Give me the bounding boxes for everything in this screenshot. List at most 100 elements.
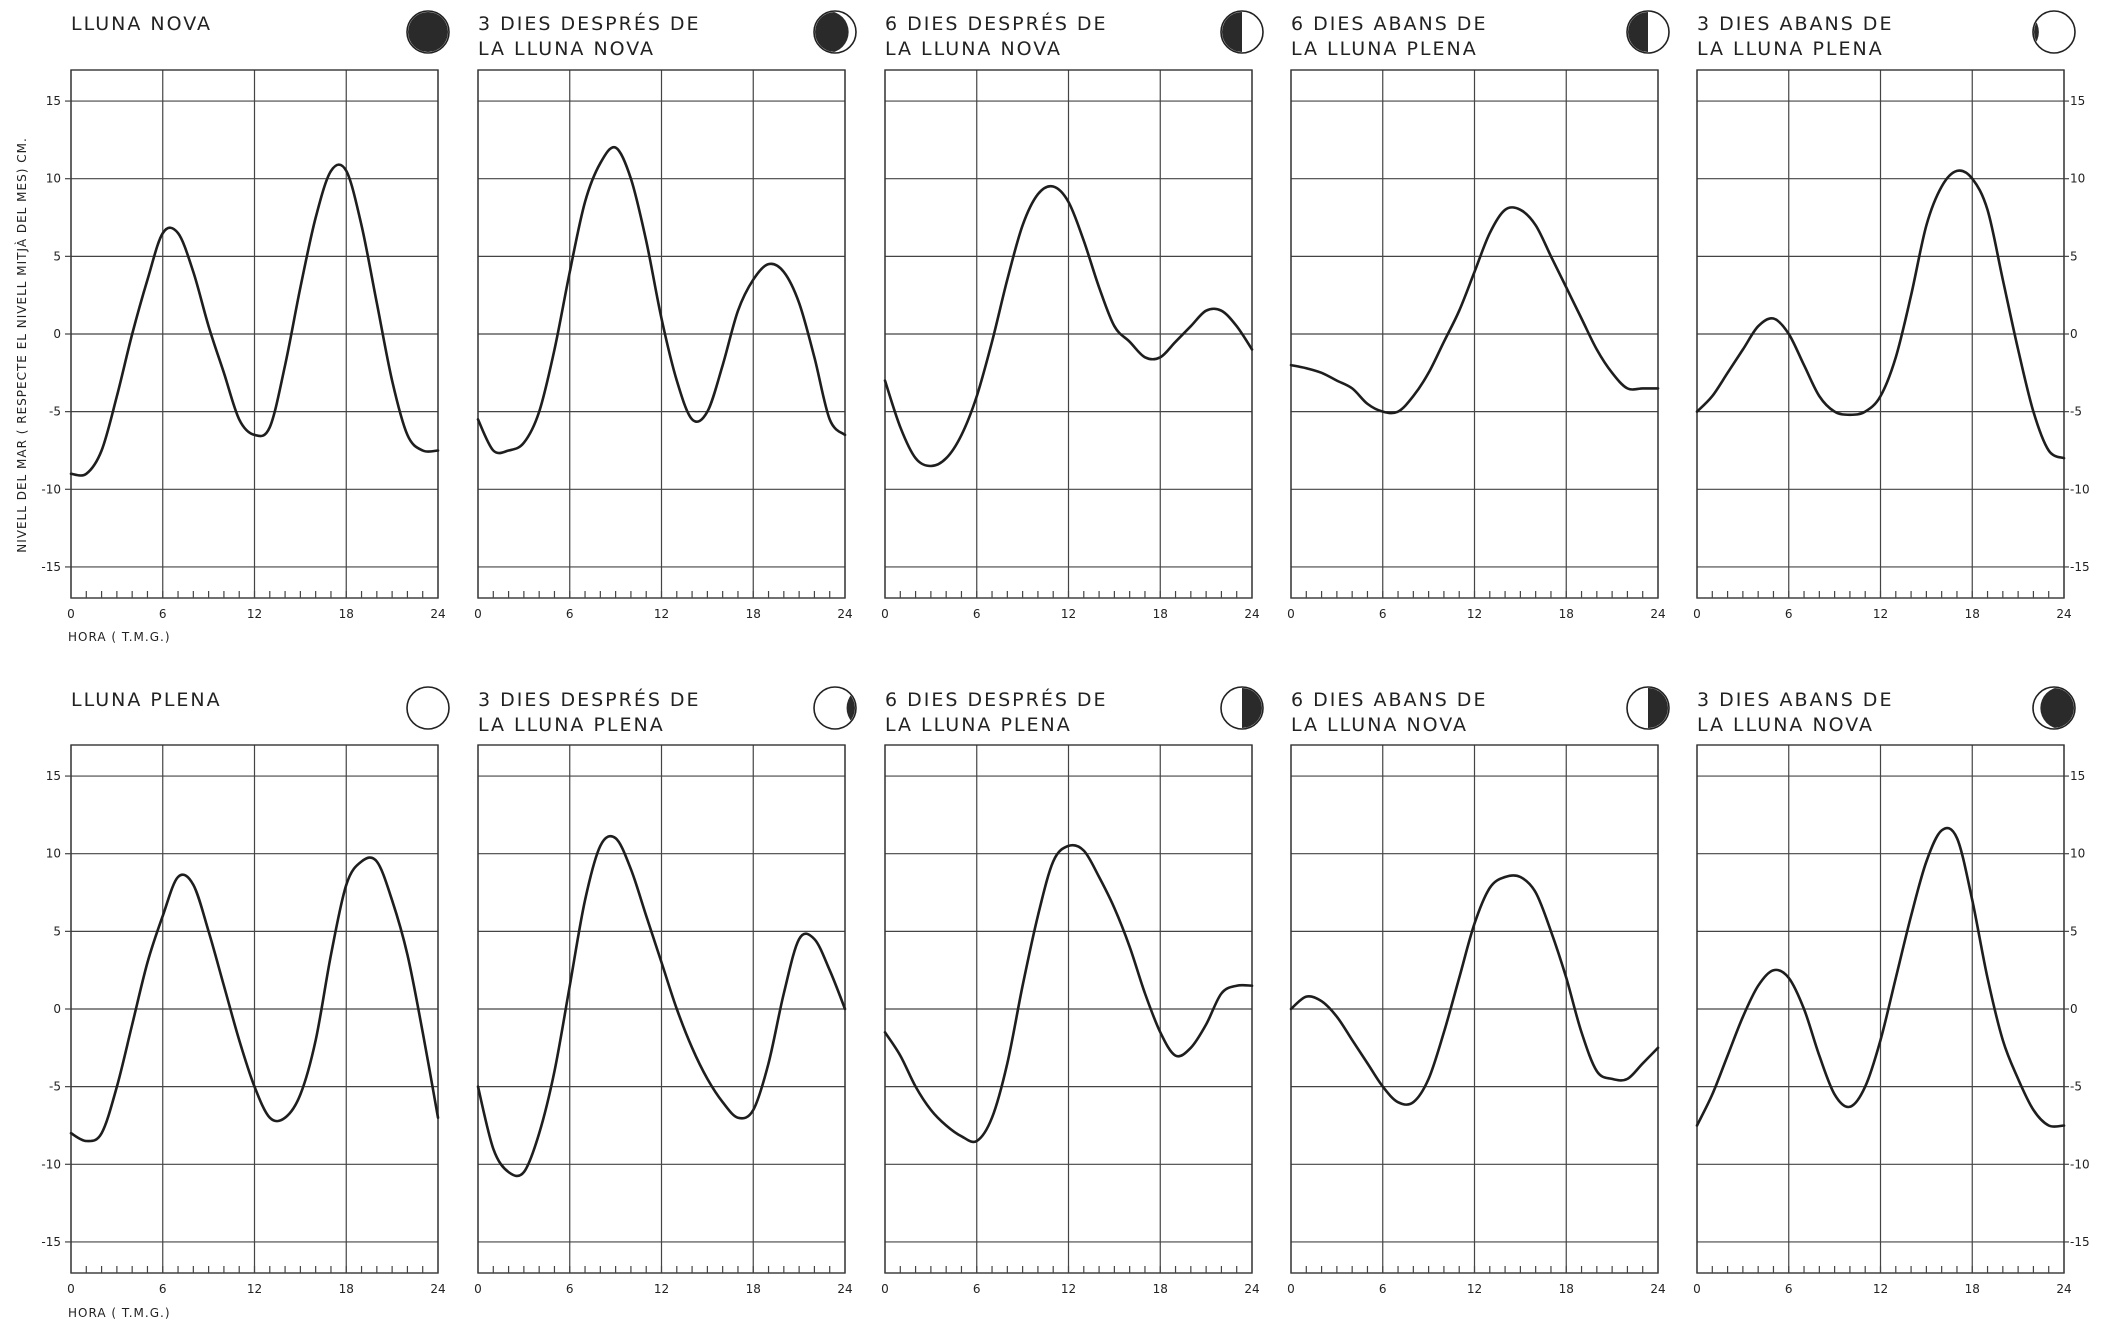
waning-crescent-icon-shadow xyxy=(1648,688,1668,728)
panel-title-line: 6 DIES ABANS DE xyxy=(1291,13,1487,35)
waning-gibbous-icon-disc xyxy=(813,686,857,730)
x-tick-label: 12 xyxy=(1873,1282,1888,1296)
x-tick-label: 6 xyxy=(159,607,167,621)
x-tick-label: 24 xyxy=(837,607,852,621)
x-tick-label: 6 xyxy=(1785,607,1793,621)
tide-curve xyxy=(476,145,847,455)
x-tick-label: 6 xyxy=(1379,1282,1387,1296)
x-tick-label: 0 xyxy=(1693,607,1701,621)
y-tick-label: -10 xyxy=(41,482,61,496)
last-quarter-icon-shadow xyxy=(1242,688,1262,728)
waxing-gibbous-icon xyxy=(1626,10,1670,54)
y-tick-label: 10 xyxy=(2070,172,2085,186)
x-tick-label: 6 xyxy=(1785,1282,1793,1296)
y-tick-label: -15 xyxy=(41,1235,61,1249)
x-tick-label: 24 xyxy=(1244,1282,1259,1296)
y-tick-label: 5 xyxy=(53,249,61,263)
panel-title-line: LA LLUNA NOVA xyxy=(1291,714,1468,736)
y-tick-label: 10 xyxy=(46,847,61,861)
x-axis-label-top: HORA ( T.M.G.) xyxy=(68,630,171,644)
panel-title-line: LLUNA NOVA xyxy=(71,13,212,35)
tide-panel: 6 DIES DESPRÉS DE LA LLUNA PLENA 0 6 12 18 24 xyxy=(881,686,1264,1296)
first-quarter-icon xyxy=(1220,10,1264,54)
panel-title-line: LA LLUNA NOVA xyxy=(1697,714,1874,736)
tide-curve xyxy=(476,834,847,1178)
panel-title-line: 3 DIES ABANS DE xyxy=(1697,689,1893,711)
x-tick-label: 24 xyxy=(2056,1282,2071,1296)
tide-curve xyxy=(69,856,440,1143)
y-tick-label: -5 xyxy=(49,1080,61,1094)
x-tick-label: 0 xyxy=(881,1282,889,1296)
y-tick-label: 0 xyxy=(2070,1002,2078,1016)
tide-curve xyxy=(1695,826,2066,1128)
x-tick-label: 0 xyxy=(67,1282,75,1296)
tide-panel: 3 DIES ABANS DE LA LLUNA NOVA 0 6 12 18 24 15 10… xyxy=(1693,686,2090,1296)
tide-panel: 3 DIES ABANS DE LA LLUNA PLENA 0 6 12 18 24 15 1… xyxy=(1693,10,2090,621)
tide-curve xyxy=(883,843,1254,1144)
y-tick-label: -5 xyxy=(2070,1080,2082,1094)
y-tick-label: -10 xyxy=(41,1157,61,1171)
y-tick-label: -15 xyxy=(2070,1235,2090,1249)
x-tick-label: 18 xyxy=(1153,607,1168,621)
x-tick-label: 12 xyxy=(1873,607,1888,621)
y-tick-label: 15 xyxy=(2070,94,2085,108)
x-tick-label: 0 xyxy=(881,607,889,621)
tide-curve xyxy=(1695,169,2066,460)
panel-title-line: 6 DIES DESPRÉS DE xyxy=(885,688,1108,711)
panel-title-line: LA LLUNA NOVA xyxy=(478,38,655,60)
tide-panel: 6 DIES ABANS DE LA LLUNA PLENA 0 6 12 18 24 xyxy=(1287,10,1670,621)
old-crescent-moon-icon xyxy=(2032,686,2076,730)
panel-title-line: LA LLUNA NOVA xyxy=(885,38,1062,60)
new-moon-icon-shadow xyxy=(408,12,448,52)
panel-title-line: 3 DIES DESPRÉS DE xyxy=(478,688,701,711)
x-tick-label: 12 xyxy=(1467,607,1482,621)
waxing-crescent-icon-shadow xyxy=(815,12,849,52)
y-tick-label: -5 xyxy=(49,405,61,419)
panel-title-line: LA LLUNA PLENA xyxy=(1697,38,1884,60)
y-tick-label: 10 xyxy=(46,172,61,186)
panel-title-line: LA LLUNA PLENA xyxy=(885,714,1072,736)
x-tick-label: 12 xyxy=(1467,1282,1482,1296)
old-crescent-moon-icon-shadow xyxy=(2040,688,2074,728)
waning-crescent-icon xyxy=(1626,686,1670,730)
x-tick-label: 18 xyxy=(1153,1282,1168,1296)
full-moon-icon-disc xyxy=(406,686,450,730)
x-tick-label: 6 xyxy=(566,1282,574,1296)
y-tick-label: -5 xyxy=(2070,405,2082,419)
x-tick-label: 24 xyxy=(1650,607,1665,621)
waxing-gibbous-icon-shadow xyxy=(1628,12,1648,52)
x-tick-label: 18 xyxy=(1965,1282,1980,1296)
x-tick-label: 6 xyxy=(973,1282,981,1296)
last-quarter-icon xyxy=(1220,686,1264,730)
x-tick-label: 24 xyxy=(1244,607,1259,621)
y-tick-label: -15 xyxy=(41,560,61,574)
y-axis-label: NIVELL DEL MAR ( RESPECTE EL NIVELL MITJ… xyxy=(14,137,29,553)
tide-panel: 6 DIES ABANS DE LA LLUNA NOVA 0 6 12 18 24 xyxy=(1287,686,1670,1296)
tide-panel: 6 DIES DESPRÉS DE LA LLUNA NOVA 0 6 12 18 24 xyxy=(881,10,1264,621)
waning-gibbous-icon-shadow xyxy=(846,688,855,728)
panel-title-line: LLUNA PLENA xyxy=(71,689,222,711)
x-tick-label: 12 xyxy=(247,1282,262,1296)
x-tick-label: 0 xyxy=(1693,1282,1701,1296)
y-tick-label: 5 xyxy=(2070,924,2078,938)
x-tick-label: 18 xyxy=(1559,1282,1574,1296)
x-tick-label: 12 xyxy=(247,607,262,621)
panel-title-line: 3 DIES DESPRÉS DE xyxy=(478,12,701,35)
y-tick-label: 10 xyxy=(2070,847,2085,861)
x-tick-label: 0 xyxy=(474,607,482,621)
x-tick-label: 12 xyxy=(1061,1282,1076,1296)
tide-curve xyxy=(1289,874,1660,1106)
panel-title-line: 6 DIES ABANS DE xyxy=(1291,689,1487,711)
tide-panel: 3 DIES DESPRÉS DE LA LLUNA NOVA 0 6 12 18 24 xyxy=(474,10,857,621)
panel-title-line: LA LLUNA PLENA xyxy=(1291,38,1478,60)
tide-curve xyxy=(69,163,440,477)
y-tick-label: 15 xyxy=(46,769,61,783)
x-tick-label: 0 xyxy=(67,607,75,621)
x-tick-label: 6 xyxy=(159,1282,167,1296)
new-moon-icon xyxy=(406,10,450,54)
panel-title-line: LA LLUNA PLENA xyxy=(478,714,665,736)
x-tick-label: 18 xyxy=(746,607,761,621)
tide-curve xyxy=(1289,206,1660,415)
x-tick-label: 6 xyxy=(1379,607,1387,621)
